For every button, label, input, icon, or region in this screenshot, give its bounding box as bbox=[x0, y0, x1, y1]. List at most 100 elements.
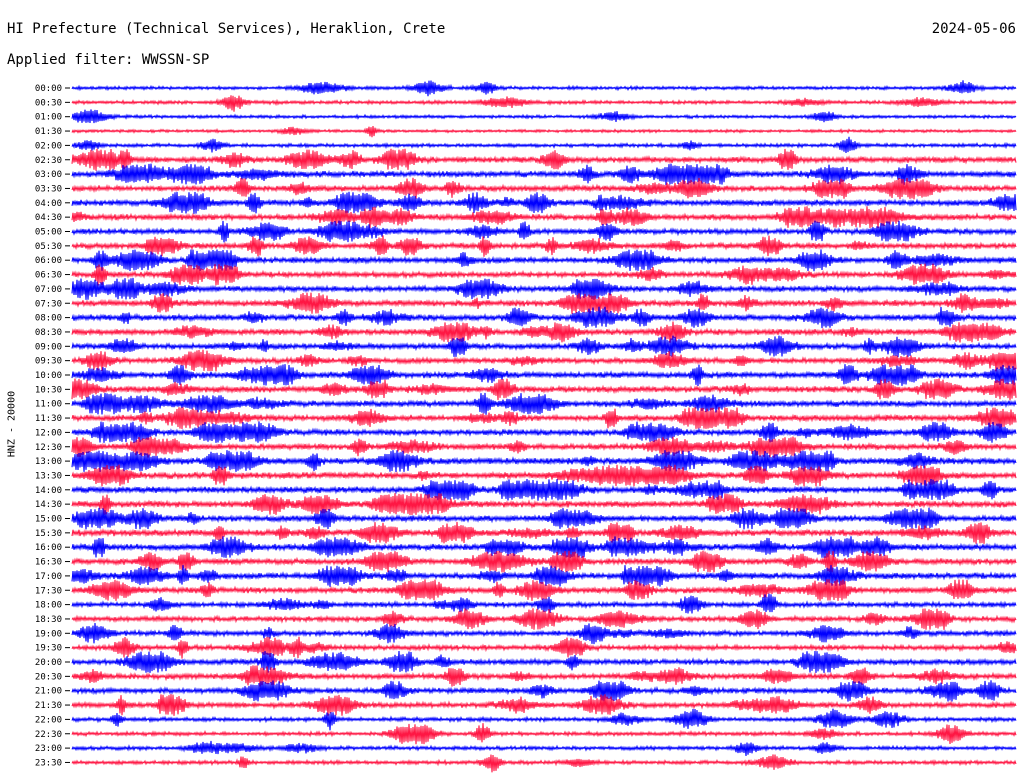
tick-label: 09:00 bbox=[35, 342, 62, 352]
tick-label: 22:00 bbox=[35, 715, 62, 725]
trace-1500 bbox=[71, 507, 1017, 530]
trace-0730 bbox=[71, 292, 1017, 314]
tick-label: 21:30 bbox=[35, 701, 62, 711]
tick-label: 02:30 bbox=[35, 156, 62, 166]
trace-lines bbox=[71, 80, 1017, 773]
tick-label: 23:00 bbox=[35, 744, 62, 754]
tick-label: 18:30 bbox=[35, 615, 62, 625]
trace-1230 bbox=[71, 436, 1017, 458]
trace-0330 bbox=[71, 177, 1017, 200]
tick-label: 07:00 bbox=[35, 285, 62, 295]
trace-1000 bbox=[71, 364, 1017, 387]
tick-label: 05:00 bbox=[35, 228, 62, 238]
trace-0100 bbox=[71, 109, 1017, 124]
tick-label: 20:30 bbox=[35, 672, 62, 682]
trace-0300 bbox=[71, 163, 1017, 186]
tick-label: 20:00 bbox=[35, 658, 62, 668]
tick-label: 16:00 bbox=[35, 543, 62, 553]
tick-label: 08:00 bbox=[35, 314, 62, 324]
page-title: HI Prefecture (Technical Services), Hera… bbox=[7, 21, 446, 37]
trace-0800 bbox=[71, 306, 1017, 329]
filter-label: Applied filter: WWSSN-SP bbox=[7, 52, 210, 68]
tick-label: 14:00 bbox=[35, 486, 62, 496]
tick-label: 00:00 bbox=[35, 84, 62, 94]
trace-0600 bbox=[71, 249, 1017, 272]
tick-label: 17:30 bbox=[35, 586, 62, 596]
trace-0900 bbox=[71, 335, 1017, 358]
tick-label: 10:00 bbox=[35, 371, 62, 381]
trace-2130 bbox=[71, 694, 1017, 716]
tick-label: 02:00 bbox=[35, 141, 62, 151]
trace-0230 bbox=[71, 148, 1017, 171]
trace-1430 bbox=[71, 493, 1017, 516]
trace-1900 bbox=[71, 622, 1017, 645]
trace-0630 bbox=[71, 263, 1017, 286]
tick-label: 23:30 bbox=[35, 758, 62, 768]
trace-0030 bbox=[71, 95, 1017, 112]
trace-1800 bbox=[71, 593, 1017, 614]
tick-label: 18:00 bbox=[35, 601, 62, 611]
trace-1400 bbox=[71, 478, 1017, 501]
trace-0700 bbox=[71, 277, 1017, 300]
tick-label: 04:00 bbox=[35, 199, 62, 209]
tick-label: 01:00 bbox=[35, 113, 62, 123]
tick-label: 03:00 bbox=[35, 170, 62, 180]
tick-label: 06:00 bbox=[35, 256, 62, 266]
tick-label: 12:30 bbox=[35, 443, 62, 453]
trace-1600 bbox=[71, 536, 1017, 559]
trace-0400 bbox=[71, 191, 1017, 214]
tick-label: 07:30 bbox=[35, 299, 62, 309]
trace-2330 bbox=[71, 754, 1017, 773]
trace-1330 bbox=[71, 464, 1017, 487]
tick-label: 03:30 bbox=[35, 184, 62, 194]
trace-2230 bbox=[71, 723, 1017, 745]
trace-2030 bbox=[71, 665, 1017, 687]
tick-label: 08:30 bbox=[35, 328, 62, 338]
time-tick-labels: 00:00 00:30 01:00 01:30 02:00 02:30 03:00 03:30… bbox=[35, 84, 70, 768]
tick-label: 11:00 bbox=[35, 400, 62, 410]
tick-label: 15:30 bbox=[35, 529, 62, 539]
trace-0530 bbox=[71, 235, 1017, 257]
trace-0130 bbox=[71, 126, 1017, 138]
trace-1530 bbox=[71, 521, 1017, 544]
tick-label: 12:00 bbox=[35, 428, 62, 438]
trace-1930 bbox=[71, 636, 1017, 659]
tick-label: 19:00 bbox=[35, 629, 62, 639]
trace-2200 bbox=[71, 708, 1017, 731]
tick-label: 17:00 bbox=[35, 572, 62, 582]
trace-0200 bbox=[71, 136, 1017, 154]
tick-label: 15:00 bbox=[35, 515, 62, 525]
trace-0430 bbox=[71, 206, 1017, 229]
trace-1100 bbox=[71, 392, 1017, 415]
tick-label: 21:00 bbox=[35, 687, 62, 697]
trace-1630 bbox=[71, 550, 1017, 573]
tick-label: 14:30 bbox=[35, 500, 62, 510]
trace-1830 bbox=[71, 608, 1017, 630]
tick-label: 06:30 bbox=[35, 271, 62, 281]
trace-1700 bbox=[71, 565, 1017, 587]
trace-0830 bbox=[71, 321, 1017, 343]
trace-2100 bbox=[71, 680, 1017, 702]
tick-label: 13:00 bbox=[35, 457, 62, 467]
trace-0930 bbox=[71, 349, 1017, 372]
trace-0500 bbox=[71, 220, 1017, 243]
trace-1130 bbox=[71, 407, 1017, 430]
tick-label: 22:30 bbox=[35, 730, 62, 740]
trace-1200 bbox=[71, 421, 1017, 444]
tick-label: 16:30 bbox=[35, 558, 62, 568]
trace-1300 bbox=[71, 450, 1017, 473]
tick-label: 04:30 bbox=[35, 213, 62, 223]
tick-label: 00:30 bbox=[35, 98, 62, 108]
date-label: 2024-05-06 bbox=[931, 21, 1016, 37]
trace-1030 bbox=[71, 378, 1017, 401]
tick-label: 13:30 bbox=[35, 471, 62, 481]
tick-label: 11:30 bbox=[35, 414, 62, 424]
trace-1730 bbox=[71, 579, 1017, 601]
tick-label: 10:30 bbox=[35, 385, 62, 395]
trace-2300 bbox=[71, 740, 1017, 757]
tick-label: 05:30 bbox=[35, 242, 62, 252]
tick-label: 09:30 bbox=[35, 357, 62, 367]
trace-0000 bbox=[71, 80, 1017, 97]
tick-label: 19:30 bbox=[35, 644, 62, 654]
